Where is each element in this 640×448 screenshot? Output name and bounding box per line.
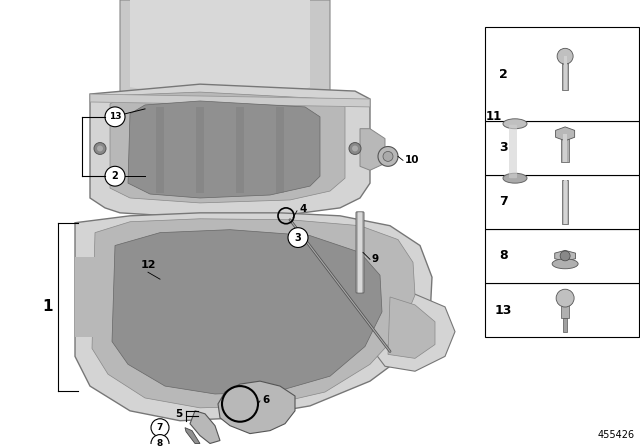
- Bar: [485, 175, 639, 229]
- Bar: [564, 56, 566, 90]
- Bar: [561, 298, 569, 318]
- Circle shape: [94, 142, 106, 155]
- Polygon shape: [185, 428, 200, 444]
- Circle shape: [556, 289, 574, 307]
- Ellipse shape: [503, 173, 527, 183]
- Text: 2: 2: [111, 171, 118, 181]
- FancyBboxPatch shape: [358, 212, 362, 293]
- Polygon shape: [110, 92, 345, 203]
- Polygon shape: [218, 381, 295, 434]
- Circle shape: [352, 146, 358, 151]
- Circle shape: [557, 48, 573, 64]
- Text: 10: 10: [405, 155, 419, 165]
- Bar: [562, 180, 568, 224]
- FancyBboxPatch shape: [501, 122, 529, 180]
- Text: 455426: 455426: [598, 430, 635, 439]
- Text: 11: 11: [486, 110, 502, 123]
- Polygon shape: [120, 0, 330, 114]
- Polygon shape: [128, 101, 320, 198]
- Polygon shape: [75, 213, 432, 421]
- Circle shape: [560, 251, 570, 261]
- Bar: [485, 283, 639, 337]
- Polygon shape: [276, 107, 284, 193]
- Circle shape: [151, 419, 169, 436]
- Text: 8: 8: [499, 250, 508, 263]
- Circle shape: [383, 151, 393, 161]
- Polygon shape: [90, 84, 370, 218]
- Polygon shape: [556, 127, 575, 141]
- Text: 4: 4: [300, 204, 307, 214]
- Text: 7: 7: [499, 195, 508, 208]
- Polygon shape: [236, 107, 244, 193]
- Circle shape: [378, 146, 398, 166]
- FancyBboxPatch shape: [356, 212, 364, 293]
- Circle shape: [288, 228, 308, 247]
- Ellipse shape: [552, 259, 578, 269]
- Bar: [561, 134, 569, 162]
- Polygon shape: [75, 258, 95, 336]
- Text: 13: 13: [495, 303, 512, 316]
- Bar: [562, 56, 568, 90]
- Bar: [563, 318, 567, 332]
- Bar: [564, 180, 566, 224]
- Text: 3: 3: [294, 233, 301, 242]
- Polygon shape: [196, 107, 204, 193]
- Polygon shape: [360, 129, 385, 170]
- Polygon shape: [388, 297, 435, 358]
- Polygon shape: [555, 250, 575, 262]
- Text: 9: 9: [372, 254, 379, 264]
- Text: 8: 8: [157, 439, 163, 448]
- Text: 5: 5: [175, 409, 182, 419]
- Bar: [485, 121, 639, 175]
- Text: 7: 7: [157, 423, 163, 432]
- Text: 12: 12: [140, 260, 156, 270]
- Text: 13: 13: [109, 112, 121, 121]
- Ellipse shape: [503, 119, 527, 129]
- Polygon shape: [112, 230, 382, 394]
- FancyBboxPatch shape: [509, 125, 517, 178]
- Circle shape: [105, 166, 125, 186]
- Polygon shape: [156, 107, 164, 193]
- Text: 6: 6: [262, 395, 269, 405]
- Polygon shape: [90, 94, 370, 107]
- Polygon shape: [130, 0, 310, 99]
- Bar: [485, 27, 639, 121]
- Circle shape: [105, 107, 125, 127]
- Polygon shape: [370, 287, 455, 371]
- Polygon shape: [92, 219, 415, 408]
- Polygon shape: [190, 411, 220, 444]
- Text: 3: 3: [499, 141, 508, 154]
- Bar: [563, 134, 567, 162]
- Circle shape: [151, 435, 169, 448]
- Circle shape: [97, 146, 103, 151]
- Text: 1: 1: [43, 299, 53, 314]
- Bar: [485, 229, 639, 283]
- Text: 2: 2: [499, 68, 508, 81]
- Circle shape: [349, 142, 361, 155]
